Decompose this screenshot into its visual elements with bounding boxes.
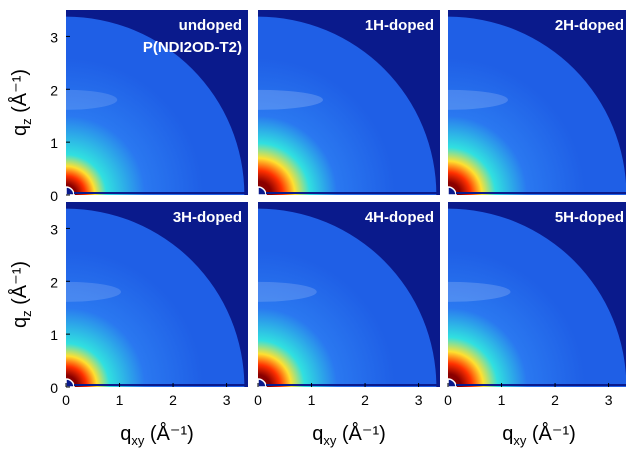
diffraction-feature [258, 89, 323, 110]
x-tick-label: 2 [361, 392, 369, 408]
panel-title: 4H-doped [365, 209, 434, 226]
diffraction-feature [66, 281, 121, 302]
y-axis-label: qz (Å⁻¹) [8, 69, 34, 136]
x-axis-label: qxy (Å⁻¹) [502, 422, 576, 448]
x-tick-label: 0 [444, 392, 452, 408]
y-tick-label: 3 [50, 29, 58, 45]
beamstop [447, 378, 457, 388]
panel-title: P(NDI2OD-T2) [143, 39, 242, 56]
x-tick-label: 2 [169, 392, 177, 408]
panels-group: undoped P(NDI2OD-T2) 1H-doped 2H-doped 3H-do… [65, 10, 626, 388]
panel-6: 5H-doped [447, 202, 626, 388]
panel-title: 3H-doped [173, 209, 242, 226]
y-tick-label: 3 [50, 221, 58, 237]
panel-1: undoped P(NDI2OD-T2) [65, 10, 248, 196]
y-tick-label: 2 [50, 82, 58, 98]
diffraction-feature [66, 89, 118, 110]
beamstop [447, 186, 457, 196]
panel-title: undoped [179, 17, 242, 34]
x-axis-label: qxy (Å⁻¹) [312, 422, 386, 448]
panel-3: 2H-doped [447, 10, 626, 196]
diffraction-feature [448, 89, 508, 110]
panel-5: 4H-doped [257, 202, 440, 388]
x-tick-label: 3 [415, 392, 423, 408]
beamstop [257, 186, 267, 196]
panel-title: 2H-doped [555, 17, 624, 34]
diffraction-feature [258, 281, 317, 302]
axes-group: 0 1 2 3 qz (Å⁻¹) 0 1 2 3 qz (Å⁻¹) 0 1 2 3 qxy (Å⁻¹) 0 1 2… [8, 29, 613, 448]
y-tick-label: 1 [50, 135, 58, 151]
panel-2: 1H-doped [257, 10, 440, 196]
x-tick-label: 3 [223, 392, 231, 408]
panel-4: 3H-doped [65, 202, 248, 388]
y-tick-label: 0 [50, 188, 58, 204]
beamstop [257, 378, 267, 388]
x-tick-label: 0 [254, 392, 262, 408]
x-tick-label: 1 [498, 392, 506, 408]
y-tick-label: 0 [50, 380, 58, 396]
y-tick-label: 1 [50, 327, 58, 343]
x-tick-label: 1 [116, 392, 124, 408]
x-axis-label: qxy (Å⁻¹) [120, 422, 194, 448]
x-tick-label: 2 [551, 392, 559, 408]
beamstop [65, 186, 75, 196]
panel-title: 5H-doped [555, 209, 624, 226]
x-tick-label: 3 [605, 392, 613, 408]
y-axis-label: qz (Å⁻¹) [8, 261, 34, 328]
diffraction-feature [448, 281, 511, 302]
beamstop [65, 378, 75, 388]
y-tick-label: 2 [50, 274, 58, 290]
x-tick-label: 1 [308, 392, 316, 408]
x-tick-label: 0 [62, 392, 70, 408]
panel-title: 1H-doped [365, 17, 434, 34]
